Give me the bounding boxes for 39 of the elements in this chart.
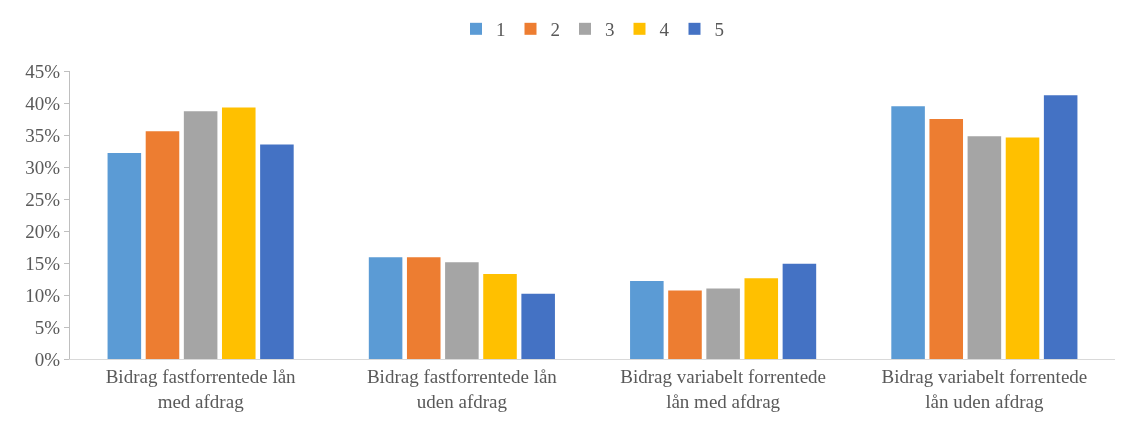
bar: [145, 131, 180, 359]
bar: [1005, 137, 1040, 359]
bar: [1043, 95, 1078, 359]
legend-label: 4: [659, 19, 670, 41]
x-tick-label: Bidrag fastforrentede lån uden afdrag: [366, 365, 558, 412]
y-tick-label: 20%: [25, 220, 61, 242]
bar: [483, 273, 517, 359]
y-tick-label: 45%: [25, 60, 61, 82]
bar: [521, 293, 555, 359]
legend-label: 5: [714, 19, 724, 41]
bar: [368, 257, 403, 359]
legend-label: 1: [496, 19, 506, 41]
x-tick-label: Bidrag variabelt forrentede lån med afdrag: [620, 365, 826, 412]
y-tick-label: 0%: [34, 348, 61, 370]
y-tick-label: 30%: [25, 156, 61, 178]
y-tick-label: 15%: [25, 252, 61, 274]
y-tick-label: 5%: [34, 316, 61, 338]
bar: [706, 288, 740, 359]
legend-label: 2: [550, 19, 560, 41]
bar: [260, 144, 294, 359]
y-tick-label: 35%: [25, 124, 61, 146]
bar: [929, 119, 964, 359]
bar: [445, 262, 479, 359]
x-tick-label: Bidrag fastforrentede lån med afdrag: [105, 365, 297, 412]
bar: [891, 106, 925, 359]
y-tick-label: 40%: [25, 92, 61, 114]
x-tick-label: Bidrag variabelt forrentede lån uden afdrag: [881, 365, 1088, 412]
bar: [967, 136, 1002, 359]
bar: [107, 152, 142, 359]
bar: [183, 111, 218, 359]
bar: [630, 280, 664, 359]
y-tick-label: 10%: [25, 284, 61, 306]
bar: [668, 290, 702, 359]
y-tick-label: 25%: [25, 188, 61, 210]
bar: [782, 263, 817, 359]
legend-label: 3: [605, 19, 615, 41]
bar: [406, 257, 441, 359]
bar: [744, 278, 779, 359]
bar: [221, 107, 256, 359]
